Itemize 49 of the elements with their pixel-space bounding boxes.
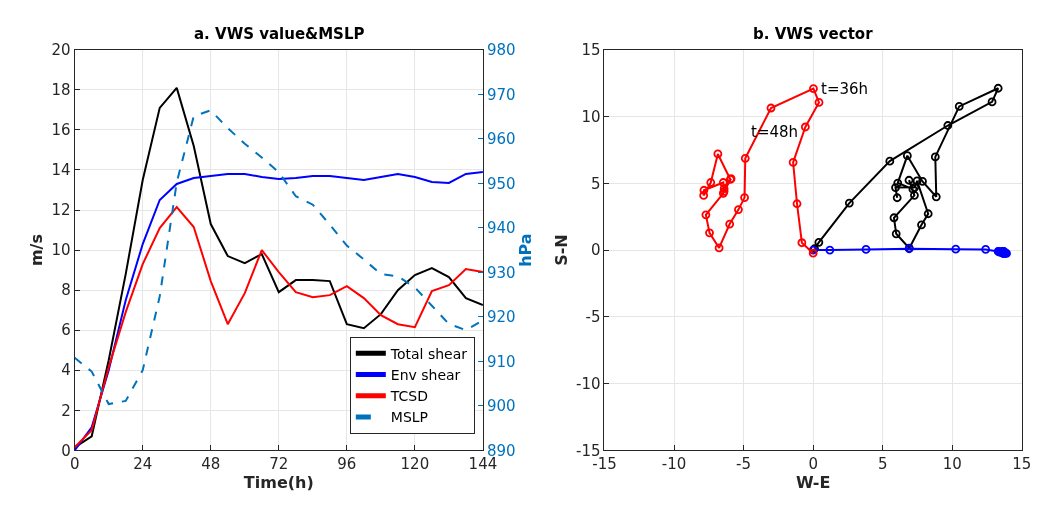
y2-axis-title: hPa	[515, 233, 535, 267]
x-axis-title: W-E	[795, 473, 831, 493]
x-tick-label: 72	[269, 455, 289, 474]
x-axis-title: Time(h)	[243, 473, 314, 493]
y-tick-label: 12	[51, 201, 71, 220]
y2-tick-label: 940	[486, 219, 516, 238]
x-tick-label: -10	[661, 455, 687, 474]
legend-label: MSLP	[390, 409, 429, 426]
y2-tick-label: 910	[486, 352, 516, 371]
legend-label: Total shear	[389, 345, 468, 362]
x-tick-label: 10	[942, 455, 962, 474]
y2-tick-label: 930	[486, 263, 516, 282]
y2-tick-label: 970	[486, 85, 516, 104]
x-tick-label: 120	[400, 455, 430, 474]
x-tick-label: 96	[337, 455, 357, 474]
legend-label: Env shear	[390, 367, 461, 384]
y2-tick-label: 920	[486, 308, 516, 327]
y-tick-label: -5	[585, 308, 601, 327]
y-tick-label: 0	[590, 241, 601, 260]
legend-label: TCSD	[389, 388, 428, 405]
x-tick-label: 0	[808, 455, 818, 474]
annotation: t=36h	[821, 80, 869, 98]
y-tick-label: -10	[575, 374, 601, 393]
y-tick-label: 10	[581, 107, 601, 126]
y-tick-label: 15	[581, 41, 601, 60]
y-tick-label: 4	[61, 361, 71, 380]
y2-tick-label: 980	[486, 41, 516, 60]
x-tick-label: -5	[736, 455, 752, 474]
y-axis-title: m/s	[27, 234, 47, 267]
x-tick-label: 15	[1012, 455, 1032, 474]
y2-tick-label: 960	[486, 130, 516, 149]
y-axis-title: S-N	[551, 234, 571, 266]
y-tick-label: 6	[61, 321, 71, 340]
y-tick-label: 14	[51, 161, 71, 180]
y-tick-label: 5	[590, 174, 601, 193]
x-tick-label: 48	[201, 455, 221, 474]
chart-title: a. VWS value&MSLP	[194, 25, 365, 43]
y-tick-label: 10	[51, 241, 71, 260]
y-tick-label: 16	[51, 121, 71, 140]
y-tick-label: 8	[61, 281, 71, 300]
y-tick-label: 2	[61, 401, 71, 420]
y-tick-label: 18	[51, 81, 71, 100]
y-tick-label: 0	[61, 441, 71, 460]
y2-tick-label: 950	[486, 174, 516, 193]
x-tick-label: 24	[133, 455, 153, 474]
chart-title: b. VWS vector	[753, 25, 874, 43]
y-tick-label: 20	[51, 41, 71, 60]
y2-tick-label: 900	[486, 397, 516, 416]
x-tick-label: 5	[877, 455, 888, 474]
